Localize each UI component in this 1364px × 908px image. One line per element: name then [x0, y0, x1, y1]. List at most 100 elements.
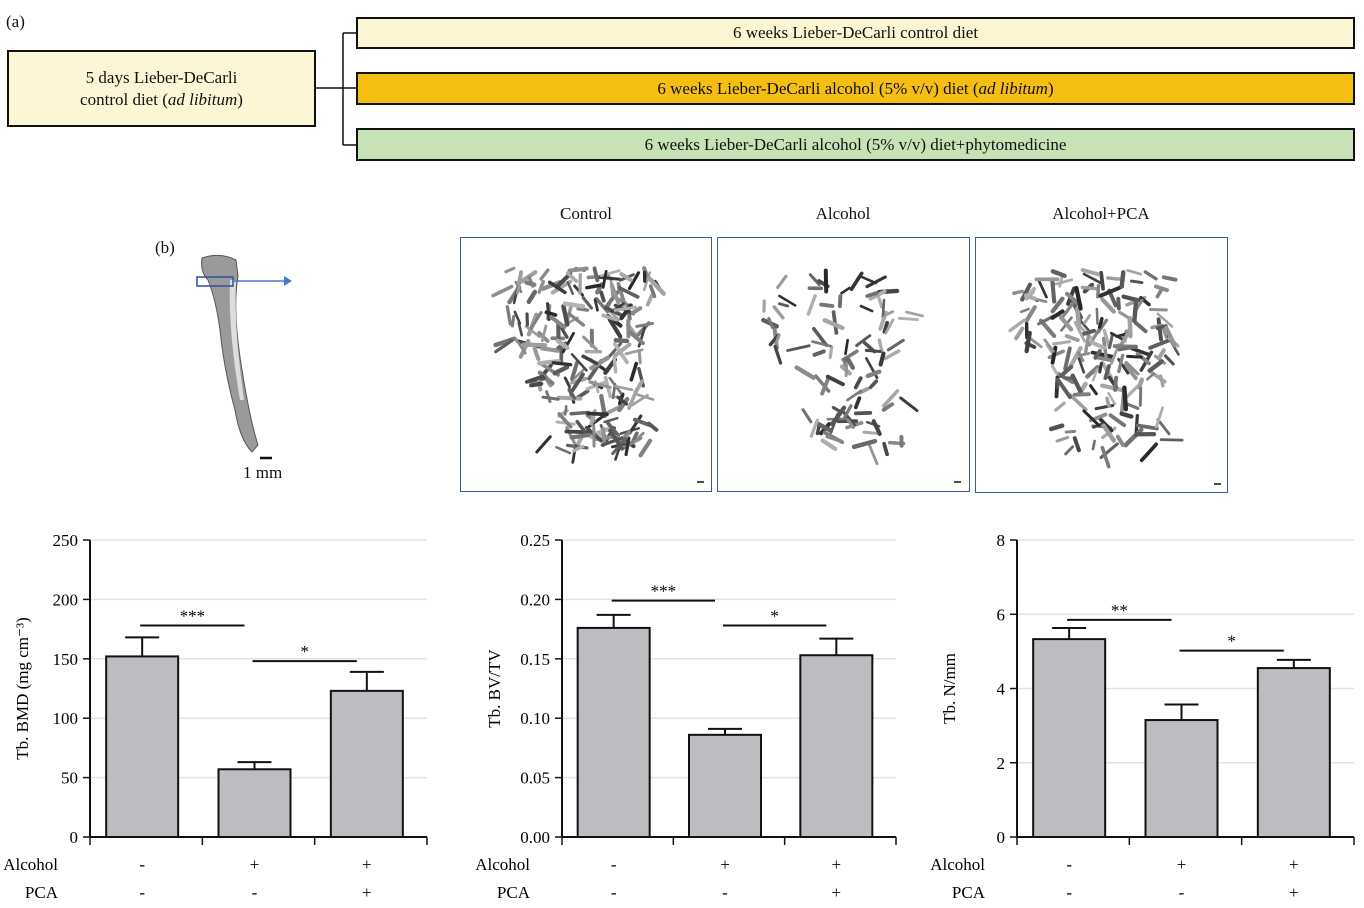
- trabecula: [822, 318, 845, 331]
- trabecula: [777, 302, 790, 308]
- trabecula: [645, 293, 654, 307]
- row-label-pca: PCA: [25, 883, 59, 902]
- trabecula: [1072, 436, 1081, 453]
- trabecula: [570, 360, 579, 381]
- trabecula: [1050, 296, 1065, 314]
- trabecula: [570, 353, 588, 372]
- trabecula: [555, 338, 570, 350]
- y-tick-label: 0.10: [520, 709, 550, 728]
- trabecula: [884, 318, 895, 335]
- trabecula: [1139, 442, 1159, 463]
- trabecula: [899, 396, 919, 413]
- trabecula: [1130, 346, 1151, 357]
- group-box-alcohol-phytomedicine: 6 weeks Lieber-DeCarli alcohol (5% v/v) …: [356, 128, 1355, 161]
- trabecula: [1055, 435, 1070, 443]
- trabecula: [1037, 278, 1048, 299]
- trabecula: [825, 374, 845, 387]
- trabecula: [585, 283, 602, 290]
- trabecula: [608, 428, 624, 451]
- trabecula: [1093, 348, 1102, 360]
- trabecula: [1024, 305, 1037, 323]
- trabecula: [609, 283, 621, 305]
- trabecula: [801, 408, 813, 424]
- trabecula: [1139, 296, 1151, 307]
- trabecula: [613, 305, 638, 312]
- trabecula: [865, 291, 879, 298]
- trabecula: [1156, 418, 1171, 436]
- trabecula: [1147, 359, 1164, 373]
- trabecula: [1064, 445, 1075, 456]
- trabecula: [588, 380, 612, 389]
- trabecula: [1048, 423, 1065, 432]
- start-box-line2-prefix: control diet (: [80, 89, 168, 109]
- bar: [329, 689, 404, 838]
- trabecula: [607, 317, 623, 339]
- trabecula: [544, 310, 558, 317]
- trabecula: [1047, 349, 1066, 360]
- trabecula: [905, 310, 924, 318]
- trabecula: [532, 346, 541, 362]
- significance-label: **: [1111, 601, 1128, 620]
- scale-label: 1 mm: [243, 463, 283, 482]
- trabecula: [537, 370, 555, 386]
- alcohol-condition: +: [362, 855, 372, 874]
- alcohol-condition: -: [611, 855, 617, 874]
- trabecula: [843, 404, 853, 419]
- trabecula: [1093, 354, 1115, 363]
- alcohol-condition: -: [139, 855, 145, 874]
- trabecula: [593, 298, 599, 312]
- trabecula: [1081, 328, 1097, 337]
- trabecula: [554, 271, 573, 289]
- bar: [576, 626, 651, 838]
- trabecula: [1100, 297, 1116, 314]
- trabecula: [635, 321, 654, 328]
- bracket-connector: [316, 32, 356, 146]
- significance-label: *: [1227, 632, 1236, 651]
- trabecula: [811, 340, 832, 348]
- panel-b-label: (b): [155, 238, 175, 257]
- trabecula: [618, 430, 632, 444]
- trabecula: [616, 395, 629, 406]
- trabecula: [868, 379, 879, 390]
- significance-label: ***: [651, 582, 677, 601]
- trabecula: [1061, 301, 1075, 318]
- trabecula: [1080, 285, 1100, 291]
- trabecula: [1103, 364, 1111, 381]
- trabecula: [1107, 391, 1117, 406]
- trabecula: [1024, 330, 1032, 354]
- y-tick-label: 50: [61, 769, 78, 788]
- bar: [799, 654, 874, 839]
- trabecula: [555, 445, 572, 455]
- trabecula: [1150, 323, 1164, 330]
- significance-label: *: [770, 607, 779, 626]
- trabecula: [617, 285, 640, 299]
- trabecula: [1085, 365, 1100, 379]
- trabecula: [638, 438, 653, 458]
- trabecula: [514, 336, 527, 355]
- trabecula: [1143, 270, 1158, 281]
- trabecula: [601, 427, 607, 446]
- trabecula: [1109, 331, 1123, 340]
- trabecula: [619, 272, 633, 283]
- trabecula: [1096, 318, 1109, 334]
- image-title-alcohol-pca: Alcohol+PCA: [1052, 204, 1150, 223]
- trabecula: [840, 286, 851, 295]
- row-label-alcohol: Alcohol: [3, 855, 58, 874]
- trabecula: [1050, 309, 1065, 320]
- trabecula: [820, 438, 838, 451]
- trabecula: [563, 376, 571, 389]
- start-diet-box: 5 days Lieber-DeCarli control diet (ad l…: [7, 50, 316, 127]
- trabecula: [589, 355, 610, 371]
- trabecula: [537, 279, 545, 294]
- trabecula: [513, 310, 522, 325]
- trabecula: [814, 374, 831, 393]
- trabecula: [1135, 351, 1151, 366]
- trabecula: [1098, 285, 1122, 298]
- trabecula: [1070, 373, 1084, 395]
- trabecula: [1052, 278, 1074, 287]
- trabecula: [612, 342, 632, 358]
- trabecula: [851, 438, 878, 450]
- pca-condition: -: [252, 883, 258, 902]
- trabecula: [1063, 346, 1072, 371]
- microct-image-control: [460, 237, 712, 492]
